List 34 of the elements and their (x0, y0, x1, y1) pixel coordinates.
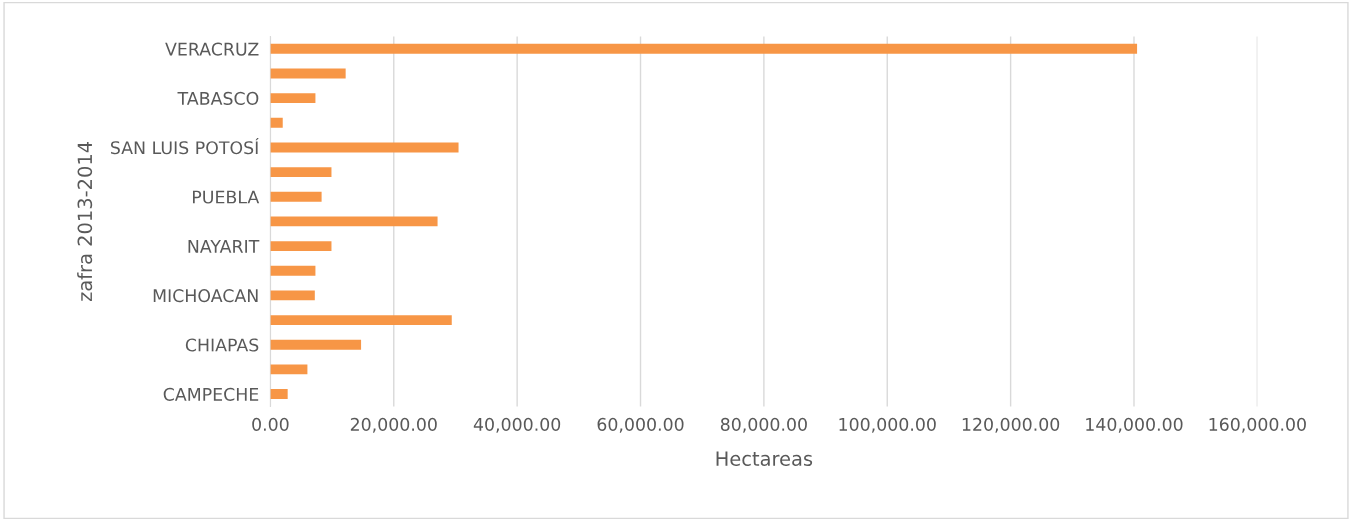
bar (270, 43, 1138, 54)
y-axis-title: zafra 2013-2014 (77, 141, 93, 302)
bar (270, 117, 283, 128)
x-tick-label: 140,000.00 (1086, 417, 1183, 433)
bar (270, 93, 316, 104)
y-tick-label: VERACRUZ (165, 42, 259, 56)
y-tick-label: MICHOACAN (153, 289, 258, 303)
bar (270, 68, 346, 79)
bar (270, 167, 332, 178)
bar (270, 142, 459, 153)
y-tick-label: SAN LUIS POTOSÍ (110, 137, 259, 155)
x-tick-label: 160,000.00 (1209, 417, 1306, 433)
bar (270, 241, 332, 252)
y-tick-label: CAMPECHE (163, 387, 259, 401)
x-tick-label: 40,000.00 (473, 417, 561, 433)
bar (270, 290, 315, 301)
bar (270, 364, 308, 375)
x-axis-title: Hectareas (716, 451, 813, 467)
y-tick-label: PUEBLA (193, 190, 260, 204)
x-tick-label: 20,000.00 (350, 417, 437, 433)
y-tick-label: CHIAPAS (185, 338, 259, 352)
x-tick-label: 60,000.00 (597, 417, 684, 433)
bar (270, 191, 322, 202)
bar (270, 339, 362, 350)
y-tick-label: NAYARIT (188, 240, 260, 253)
bar (270, 265, 316, 276)
x-tick-label: 80,000.00 (720, 417, 807, 433)
bar (270, 389, 288, 399)
y-tick-label: TABASCO (177, 91, 259, 105)
x-tick-label: 120,000.00 (962, 417, 1060, 433)
x-tick-label: 100,000.00 (839, 417, 936, 433)
x-tick-label: 0.00 (252, 417, 289, 431)
bar (270, 216, 438, 227)
bar (270, 315, 452, 325)
